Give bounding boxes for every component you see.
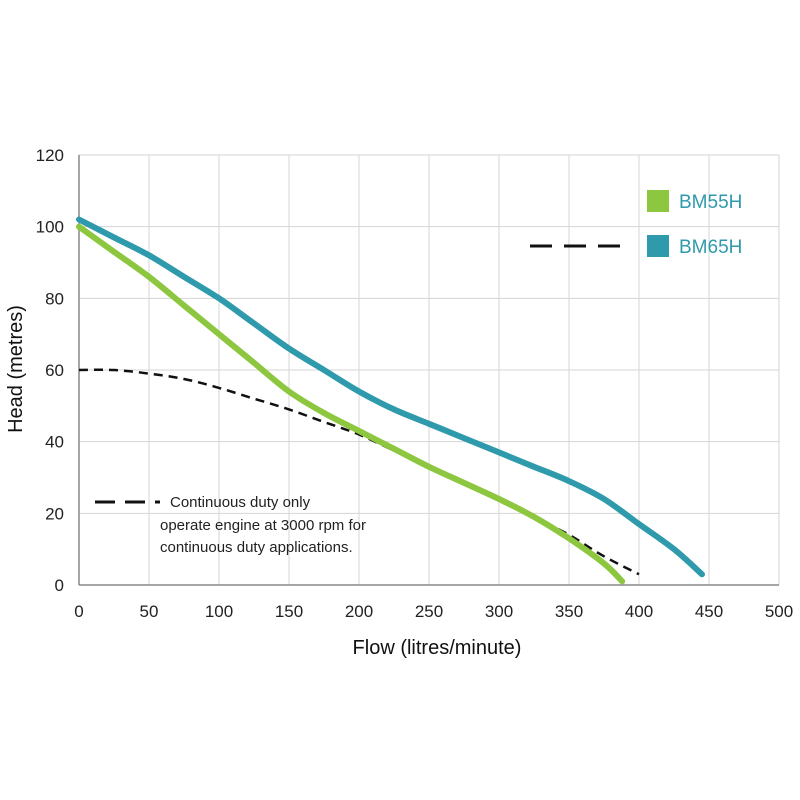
note-line-3: continuous duty applications. xyxy=(160,539,353,556)
note-line-1: Continuous duty only xyxy=(170,494,311,511)
x-tick-label: 250 xyxy=(415,602,443,621)
y-axis-label: Head (metres) xyxy=(5,305,27,433)
x-tick-labels: 0 50 100 150 200 250 300 350 400 450 500 xyxy=(74,602,793,621)
y-tick-label: 80 xyxy=(45,289,64,308)
series-line-bm65h xyxy=(76,216,705,578)
x-tick-label: 400 xyxy=(625,602,653,621)
x-tick-label: 50 xyxy=(140,602,159,621)
y-tick-labels: 0 20 40 60 80 100 120 xyxy=(36,146,64,595)
y-tick-label: 60 xyxy=(45,361,64,380)
x-tick-label: 150 xyxy=(275,602,303,621)
y-tick-label: 100 xyxy=(36,218,64,237)
x-tick-label: 100 xyxy=(205,602,233,621)
legend-label-bm55h: BM55H xyxy=(679,192,742,213)
series-line-bm55h xyxy=(76,223,626,585)
y-tick-label: 120 xyxy=(36,146,64,165)
series-line-continuous-duty-only xyxy=(78,368,640,576)
x-tick-label: 200 xyxy=(345,602,373,621)
legend-swatch-bm55h xyxy=(647,190,669,212)
y-tick-label: 40 xyxy=(45,433,64,452)
x-tick-label: 300 xyxy=(485,602,513,621)
y-tick-label: 0 xyxy=(55,576,64,595)
series-lines xyxy=(76,216,705,585)
legend-swatch-bm65h xyxy=(647,235,669,257)
x-tick-label: 500 xyxy=(765,602,793,621)
x-tick-label: 350 xyxy=(555,602,583,621)
x-axis-label: Flow (litres/minute) xyxy=(353,637,522,659)
legend: BM55H BM65H xyxy=(530,190,742,258)
y-tick-label: 20 xyxy=(45,504,64,523)
x-tick-label: 0 xyxy=(74,602,83,621)
legend-label-bm65h: BM65H xyxy=(679,237,742,258)
note-line-2: operate engine at 3000 rpm for xyxy=(160,517,366,534)
continuous-duty-note: Continuous duty only operate engine at 3… xyxy=(95,494,366,556)
x-tick-label: 450 xyxy=(695,602,723,621)
